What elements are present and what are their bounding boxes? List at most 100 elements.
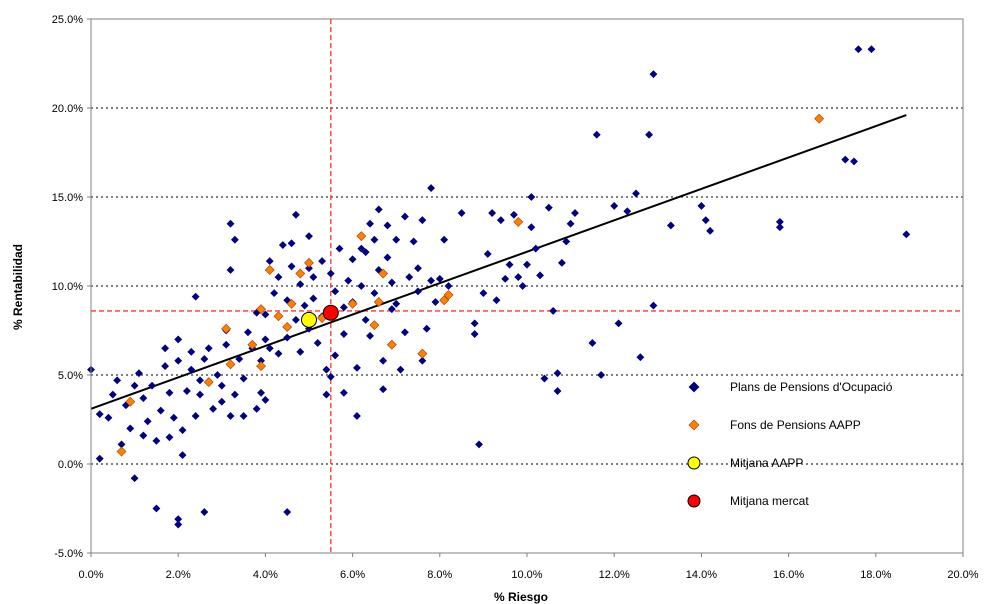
point-ocupacio [174,520,183,529]
x-tick-label: 8.0% [427,569,452,581]
reference-lines [91,19,963,553]
point-ocupacio [383,253,392,262]
point-ocupacio [505,260,514,269]
legend-label: Mitjana AAPP [730,456,803,470]
point-ocupacio [196,376,204,385]
point-ocupacio [361,248,370,257]
point-ocupacio [553,387,562,395]
point-ocupacio [265,257,274,266]
point-ocupacio [331,351,340,360]
point-ocupacio [527,193,536,201]
point-ocupacio [217,381,226,390]
point-aapp-fund [282,322,293,332]
point-ocupacio [335,244,344,253]
point-ocupacio [427,184,436,193]
point-aapp-fund [256,304,266,315]
y-tick-label: 5.0% [58,370,83,382]
point-ocupacio [523,260,531,269]
point-ocupacio [291,315,300,324]
point-ocupacio [475,440,483,449]
point-ocupacio [152,504,161,513]
x-tick-label: 6.0% [340,569,365,581]
point-ocupacio [409,237,418,246]
point-ocupacio [130,381,139,390]
point-ocupacio [405,273,414,282]
point-ocupacio [230,390,239,399]
point-ocupacio [226,412,235,420]
point-ocupacio [392,235,401,244]
point-ocupacio [252,404,261,413]
point-ocupacio [291,210,300,219]
point-ocupacio [305,264,313,273]
point-ocupacio [501,274,510,283]
x-tick-label: 20.0% [947,569,978,581]
point-ocupacio [230,235,239,244]
point-ocupacio [400,212,409,221]
point-ocupacio [366,331,374,340]
point-ocupacio [274,349,283,358]
point-ocupacio [283,333,292,342]
point-ocupacio [261,310,270,319]
legend-marker [687,494,701,508]
point-ocupacio [553,369,562,378]
gridlines [91,107,963,465]
point-ocupacio [139,394,148,403]
y-tick-label: 15.0% [52,192,83,204]
point-ocupacio [318,257,327,266]
point-aapp-fund [295,268,306,279]
point-ocupacio [187,365,196,374]
point-ocupacio [305,232,313,241]
point-ocupacio [209,404,218,413]
point-ocupacio [422,324,431,333]
point-aapp-fund [814,113,825,124]
point-ocupacio [379,385,388,394]
point-ocupacio [217,397,226,406]
point-ocupacio [701,216,710,225]
point-ocupacio [775,223,784,232]
point-ocupacio [841,155,850,164]
point-ocupacio [867,45,876,54]
point-ocupacio [361,315,370,324]
point-aapp-fund [125,396,136,407]
point-ocupacio [322,390,331,399]
x-axis-title: % Riesgo [494,590,548,604]
point-ocupacio [169,413,178,422]
point-ocupacio [854,45,863,54]
point-mitjana-aapp [301,311,317,328]
legend-marker [687,456,701,470]
point-ocupacio [130,474,139,483]
point-ocupacio [174,356,183,365]
x-tick-label: 4.0% [253,569,278,581]
point-ocupacio [562,237,571,246]
point-ocupacio [387,305,396,314]
point-aapp-fund [273,311,284,322]
point-ocupacio [148,381,156,390]
point-aapp-fund [225,359,236,370]
point-ocupacio [536,271,545,280]
point-ocupacio [309,273,318,282]
trendline [90,114,907,410]
point-ocupacio [496,216,505,225]
point-ocupacio [706,226,715,235]
point-ocupacio [431,298,440,306]
point-ocupacio [104,413,113,422]
point-ocupacio [213,371,222,379]
point-aapp-fund [369,320,380,331]
legend-label: Fons de Pensions AAPP [730,418,861,432]
point-ocupacio [244,328,252,337]
point-ocupacio [557,258,566,267]
point-ocupacio [287,239,296,248]
point-ocupacio [344,276,353,285]
point-ocupacio [597,371,606,379]
point-ocupacio [531,244,540,253]
point-ocupacio [204,344,213,353]
point-ocupacio [339,303,348,312]
point-ocupacio [161,344,170,353]
point-aapp-fund [513,216,524,227]
point-ocupacio [178,426,187,435]
point-ocupacio [902,230,911,239]
point-ocupacio [418,356,427,365]
point-ocupacio [444,282,453,290]
data-points [87,45,911,529]
point-ocupacio [527,223,536,232]
